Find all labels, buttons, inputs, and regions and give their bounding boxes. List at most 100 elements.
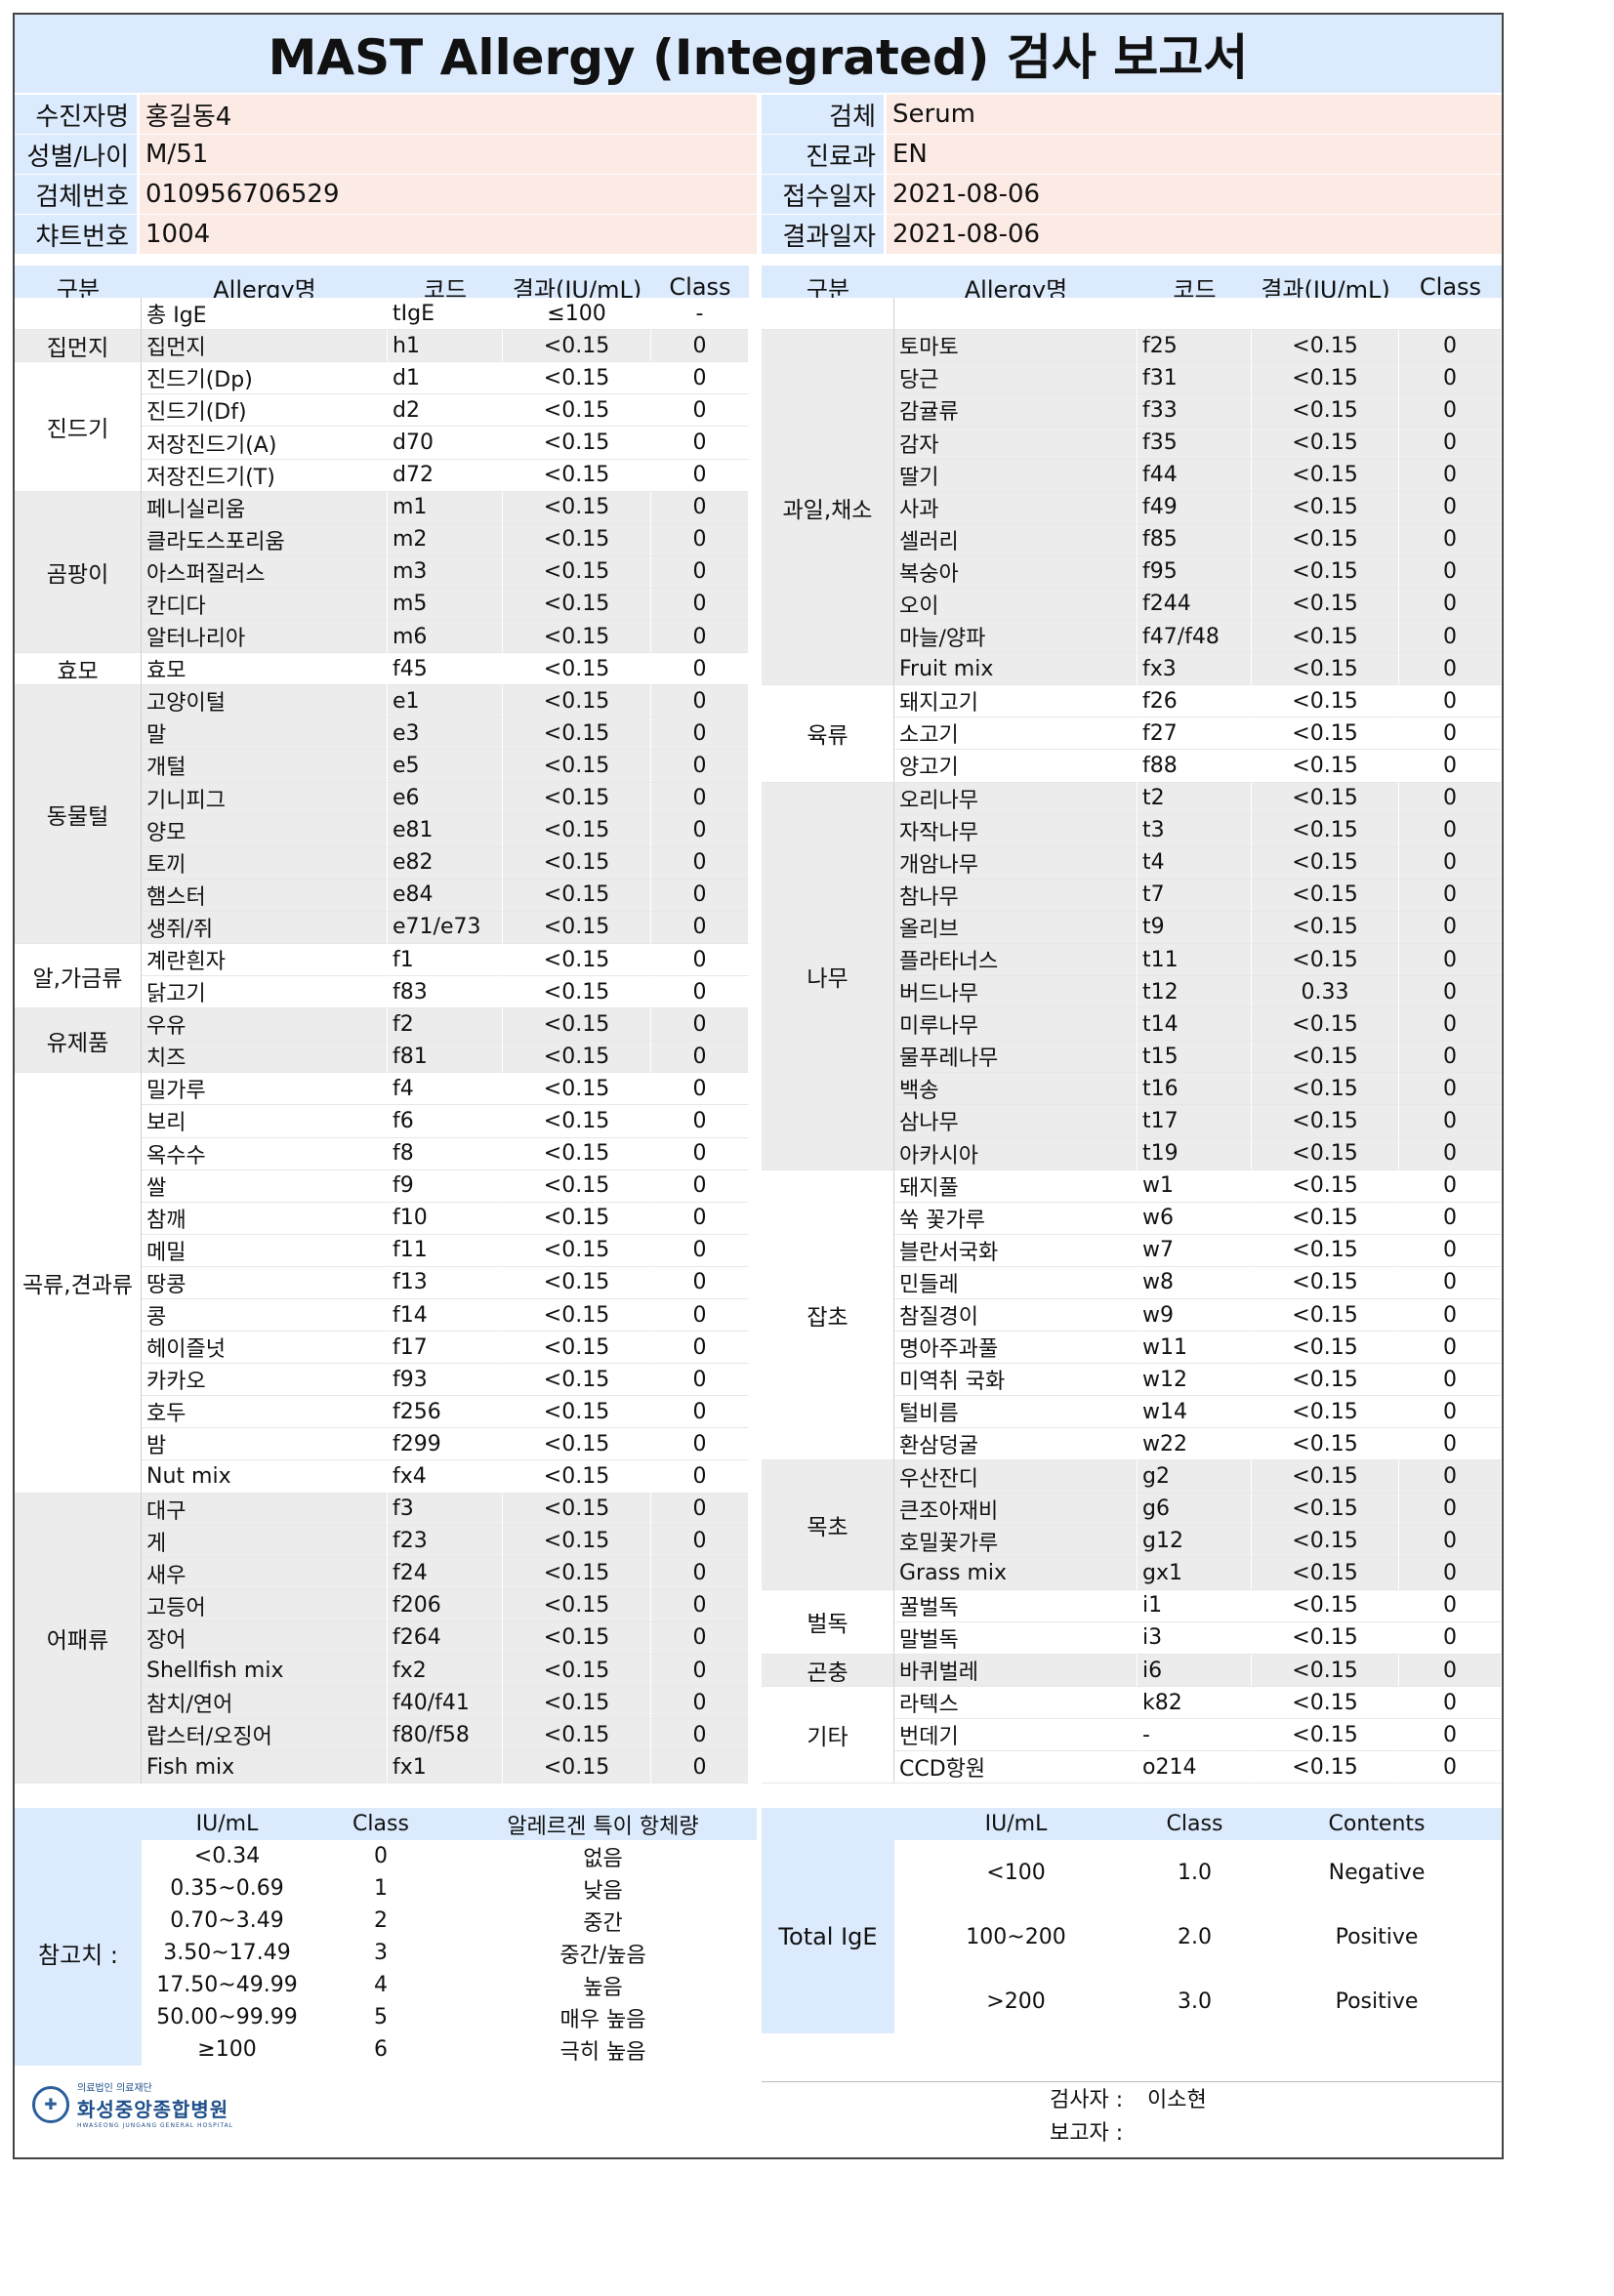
class-value: 0 <box>1399 1655 1502 1688</box>
class-value: 0 <box>1399 427 1502 460</box>
allergen-code: gx1 <box>1138 1557 1252 1590</box>
result-value: <0.15 <box>503 846 651 880</box>
allergen-code: f299 <box>388 1428 503 1461</box>
total-ige-cell: <100 <box>986 1860 1046 1885</box>
allergen-name: 개털 <box>142 750 388 783</box>
class-value: 0 <box>651 782 749 815</box>
allergen-code: g2 <box>1138 1460 1252 1494</box>
class-value: 0 <box>1399 362 1502 395</box>
result-value: <0.15 <box>1252 1687 1399 1720</box>
allergen-name: 메밀 <box>142 1234 388 1267</box>
allergen-code: fx1 <box>388 1751 503 1784</box>
allergen-code: w8 <box>1138 1266 1252 1299</box>
allergen-code: t9 <box>1138 911 1252 944</box>
allergen-name: 새우 <box>142 1557 388 1590</box>
class-value: 0 <box>1399 1589 1502 1622</box>
result-value: <0.15 <box>503 1655 651 1688</box>
info-value: Serum <box>887 95 1502 135</box>
result-value: <0.15 <box>503 1428 651 1461</box>
patient-info-right: 검체 Serum 진료과 EN 접수일자 2021-08-06 결과일자 2021-08-06 <box>762 95 1502 256</box>
class-value: 0 <box>651 1041 749 1074</box>
allergen-code: w12 <box>1138 1364 1252 1397</box>
allergen-name: 진드기(Dp) <box>142 362 388 395</box>
group-label: 집먼지 <box>15 330 142 363</box>
allergen-code: f10 <box>388 1202 503 1235</box>
reference-cell: 0.35~0.69 <box>170 1876 284 1901</box>
reference-cell: 50.00~99.99 <box>156 2005 298 2030</box>
allergen-name: 기니피그 <box>142 782 388 815</box>
reference-label: 참고치 : <box>15 1840 142 2066</box>
class-value: 0 <box>1399 1105 1502 1138</box>
class-value: 0 <box>651 1751 749 1784</box>
total-ige-cell: Positive <box>1335 1924 1419 1949</box>
allergen-name: 장어 <box>142 1621 388 1656</box>
allergen-name: 딸기 <box>894 459 1138 492</box>
allergen-code: f31 <box>1138 362 1252 395</box>
result-value: <0.15 <box>1252 459 1399 492</box>
allergen-code: f93 <box>388 1364 503 1397</box>
class-value: 0 <box>1399 1687 1502 1720</box>
allergen-code: tIgE <box>388 298 503 331</box>
allergen-name: 올리브 <box>894 911 1138 944</box>
info-label: 챠트번호 <box>15 215 137 255</box>
allergen-code: i1 <box>1138 1589 1252 1622</box>
info-value: 2021-08-06 <box>887 215 1502 255</box>
allergen-code: f33 <box>1138 394 1252 428</box>
allergen-name: 쑥 꽃가루 <box>894 1202 1138 1235</box>
signature-block: 검사자 : 이소현 보고자 : <box>1050 2084 1207 2151</box>
class-value: 0 <box>1399 1266 1502 1299</box>
class-value: 0 <box>651 1202 749 1235</box>
allergen-code: f8 <box>388 1137 503 1170</box>
allergen-name: 토끼 <box>142 846 388 880</box>
result-value: <0.15 <box>1252 1105 1399 1138</box>
result-value: <0.15 <box>1252 362 1399 395</box>
result-value: <0.15 <box>1252 1719 1399 1752</box>
report-page: MAST Allergy (Integrated) 검사 보고서 수진자명 홍길동… <box>13 13 1504 2159</box>
allergen-name: 페니실리움 <box>142 491 388 524</box>
allergen-name: 저장진드기(A) <box>142 427 388 460</box>
allergen-name: 오리나무 <box>894 782 1138 815</box>
allergen-code: m5 <box>388 588 503 622</box>
result-value: <0.15 <box>503 879 651 912</box>
allergen-code: w11 <box>1138 1332 1252 1365</box>
allergen-name: 바퀴벌레 <box>894 1655 1138 1688</box>
allergen-name: 민들레 <box>894 1266 1138 1299</box>
allergen-name: 참치/연어 <box>142 1687 388 1720</box>
result-value: <0.15 <box>1252 1621 1399 1656</box>
reference-cell: 0.70~3.49 <box>170 1908 284 1933</box>
allergen-code: t3 <box>1138 814 1252 847</box>
class-value: 0 <box>651 394 749 428</box>
group-label: 곡류,견과류 <box>15 1073 142 1494</box>
group-label: 나무 <box>762 782 894 1170</box>
allergen-code: e5 <box>388 750 503 783</box>
reference-cell: 높음 <box>583 1975 623 2000</box>
class-value <box>1399 298 1502 331</box>
result-value: <0.15 <box>1252 782 1399 815</box>
class-value: 0 <box>1399 1137 1502 1170</box>
allergen-code: f23 <box>388 1525 503 1558</box>
result-value: <0.15 <box>1252 750 1399 783</box>
result-value: <0.15 <box>503 653 651 686</box>
result-value: ≤100 <box>503 298 651 331</box>
allergen-code: t15 <box>1138 1041 1252 1074</box>
allergen-name: 우산잔디 <box>894 1460 1138 1494</box>
result-value: <0.15 <box>1252 879 1399 912</box>
reference-cell: 17.50~49.99 <box>156 1973 298 1997</box>
class-value: 0 <box>651 1589 749 1622</box>
allergen-name: 감자 <box>894 427 1138 460</box>
allergen-name: 보리 <box>142 1105 388 1138</box>
allergen-code: t7 <box>1138 879 1252 912</box>
result-value: <0.15 <box>503 1073 651 1106</box>
allergen-name: 번데기 <box>894 1719 1138 1752</box>
class-value: 0 <box>651 362 749 395</box>
result-value: <0.15 <box>503 1525 651 1558</box>
allergen-name: Fish mix <box>142 1751 388 1784</box>
total-ige-header: Contents <box>1252 1808 1502 1840</box>
allergen-code: m1 <box>388 491 503 524</box>
allergen-name: 랍스터/오징어 <box>142 1719 388 1752</box>
allergen-code: e81 <box>388 814 503 847</box>
class-value: 0 <box>651 459 749 492</box>
class-value: 0 <box>1399 1460 1502 1494</box>
result-value: <0.15 <box>1252 491 1399 524</box>
result-value: <0.15 <box>1252 1493 1399 1526</box>
